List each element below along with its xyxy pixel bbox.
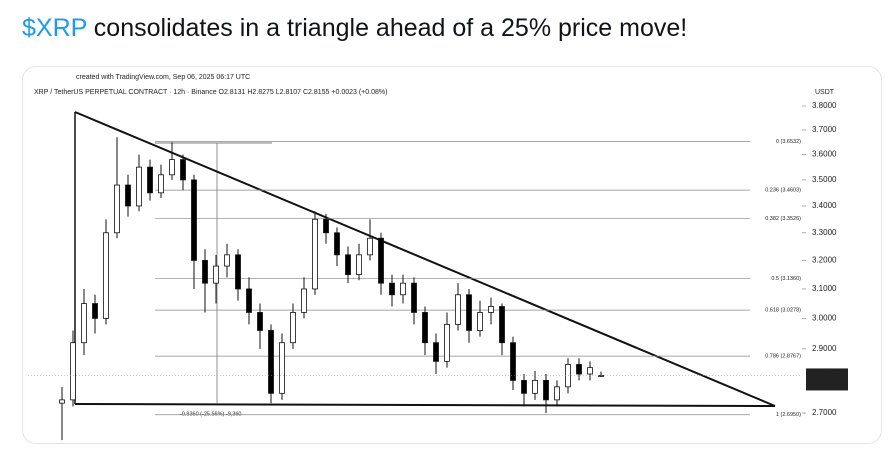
price-tag [806,368,848,391]
candle-body [499,306,505,344]
candle-body [422,312,428,344]
candle-body [290,312,296,344]
plot: created with TradingView.com, Sep 06, 20… [28,74,848,450]
y-tick-label: 3.1000 [812,284,837,293]
candle-body [180,159,186,181]
candle-body [169,159,175,176]
candle-body [268,330,274,394]
fib-label: 0.5 (3.1360) [771,276,801,282]
candle-body [367,237,373,256]
y-tick-label: 3.4000 [812,201,837,210]
candle-body [356,254,362,275]
triangle-lower [74,403,776,407]
candle-body [191,179,197,261]
y-tick-label: 3.6000 [812,150,837,159]
chart-card[interactable] [22,66,882,444]
price-tag-countdown: 05:42:26 [813,381,840,388]
y-tick-label: 3.0000 [812,314,837,323]
candle-body [312,218,318,290]
candle-body [576,364,582,375]
candle-body [488,306,494,313]
candle-body [92,303,98,319]
candle-body [246,288,252,313]
candle-body [224,254,230,267]
candle-body [455,294,461,325]
candle-body [70,342,76,401]
candle-body [433,342,439,362]
candle-body [334,232,340,256]
candle-body [444,324,450,362]
candle-body [202,260,208,284]
candle-body [521,380,527,394]
tweet-text: $XRP consolidates in a triangle ahead of… [22,14,687,43]
candle-body [345,254,351,275]
candle-body [411,282,417,313]
candle-body [532,380,538,394]
cashtag[interactable]: $XRP [22,14,87,42]
candle-body [158,174,164,194]
candle-body [301,288,307,313]
y-tick-label: 2.6000 [812,442,837,450]
candle-body [213,265,219,284]
candle-body [510,342,516,381]
candle-body [103,232,109,319]
candle-body [554,386,560,401]
candle-body [400,282,406,296]
tweet-body: consolidates in a triangle ahead of a 25… [86,14,688,42]
candle-body [257,312,263,331]
y-tick-label: 3.7000 [812,125,837,134]
candle-body [323,218,329,234]
y-tick-label: 3.2000 [812,256,837,265]
fib-label: 0.382 (3.3526) [765,216,801,222]
candle-body [59,399,65,404]
candle-body [81,303,87,344]
candle-body [136,166,142,207]
triangle-upper [74,111,776,407]
candle-body [147,166,153,194]
axis-unit: USDT [815,89,835,96]
price-tag-value: 2.8155 [815,370,840,379]
y-tick-label: 3.8000 [812,101,837,110]
y-tick-label: 2.9000 [812,344,837,353]
y-tick-label: 3.5000 [812,175,837,184]
candle-body [235,254,241,290]
candle-body [125,184,131,207]
y-tick-label: 3.3000 [812,228,837,237]
candle-body [587,367,593,375]
fib-label: 0 (3.6532) [776,139,801,145]
candle-body [279,342,285,394]
candle-body [543,380,549,401]
fib-label: 0.786 (2.8767) [765,354,801,360]
y-tick-label: 2.7000 [812,408,837,417]
candle-body [114,184,120,234]
candle-body [378,237,384,284]
fib-label: 0.618 (3.0278) [765,308,801,314]
chart-title: XRP / TetherUS PERPETUAL CONTRACT · 12h … [34,89,387,96]
candle-body [389,282,395,296]
watermark: created with TradingView.com, Sep 06, 20… [76,74,250,81]
fib-label: 1 (2.6950) [776,412,801,418]
candle-body [477,312,483,331]
candle-body [466,294,472,331]
fib-label: 0.236 (3.4603) [765,188,801,194]
